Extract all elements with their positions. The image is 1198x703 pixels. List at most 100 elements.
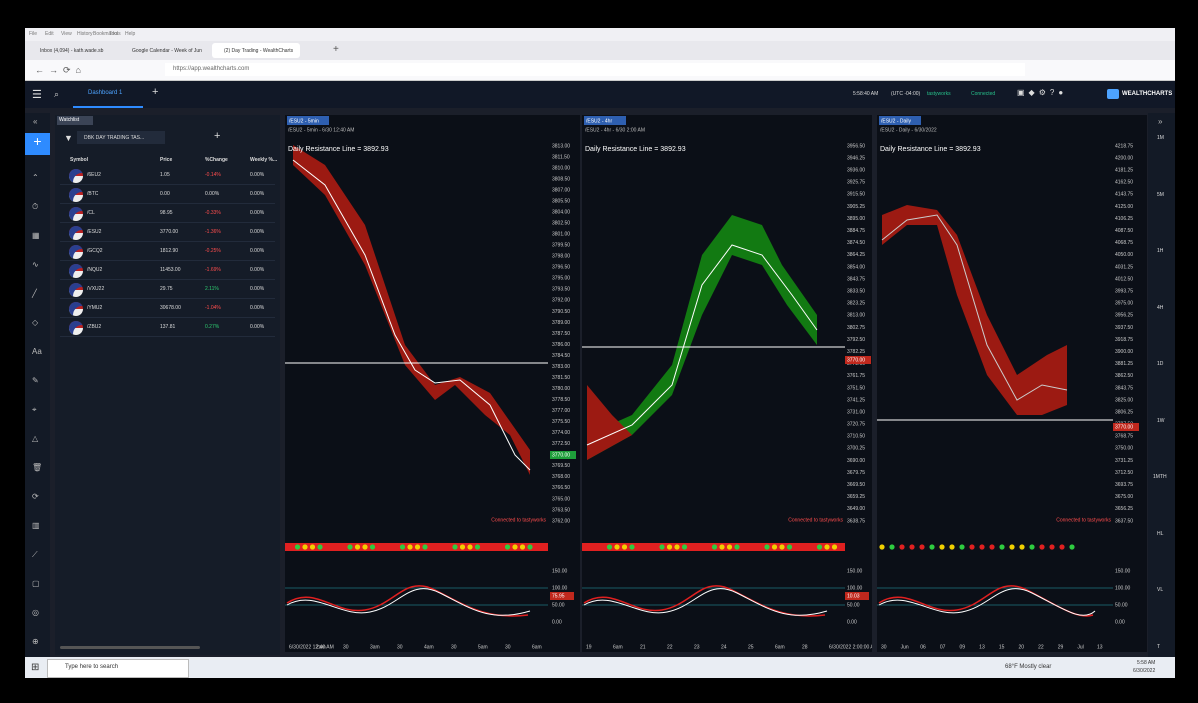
timeframe[interactable]: 1M xyxy=(1157,135,1164,141)
cell: -0.25% xyxy=(205,248,221,254)
menu-item[interactable]: Tools xyxy=(109,31,121,37)
indicator-dot xyxy=(287,544,293,550)
cell[interactable]: /ZBU2 xyxy=(87,324,102,330)
tool-icon[interactable]: ⏱ xyxy=(32,202,39,211)
watchlist-title[interactable]: Watchlist xyxy=(59,117,80,123)
menu-item[interactable]: Edit xyxy=(45,31,54,37)
menu-icon[interactable]: ☰ xyxy=(32,89,42,101)
nav-buttons[interactable]: ← → ⟳ ⌂ xyxy=(35,65,81,75)
price-label: 3956.25 xyxy=(1115,313,1133,319)
timeframe[interactable]: HL xyxy=(1157,530,1164,537)
price-label: 3751.50 xyxy=(847,385,865,391)
cell: 30678.00 xyxy=(160,305,181,311)
tool-icon[interactable]: ⊕ xyxy=(32,637,39,646)
indicator-dot xyxy=(384,544,391,550)
flag xyxy=(69,302,83,316)
timeframe[interactable]: 1W xyxy=(1157,417,1165,424)
browser-tab-title[interactable]: Inbox (4,094) - kath.wade.sb xyxy=(40,48,104,54)
menu-item[interactable]: Bookmarks xyxy=(93,31,119,37)
osc-white xyxy=(878,588,1096,616)
cell[interactable]: /ESU2 xyxy=(87,229,102,235)
tool-icon[interactable]: ▥ xyxy=(32,521,40,530)
browser-tab[interactable]: Google Calendar - Week of Jun xyxy=(120,43,208,58)
collapse[interactable]: « xyxy=(33,117,38,126)
tool-icon[interactable]: 🗑 xyxy=(32,463,43,472)
timeframe[interactable]: T xyxy=(1157,643,1161,650)
indicator-dot xyxy=(824,544,830,550)
tool-icon[interactable]: ◇ xyxy=(32,318,39,327)
search-box[interactable] xyxy=(47,659,189,678)
dashboard-tab[interactable] xyxy=(73,81,143,108)
indicator-dot xyxy=(979,544,985,550)
browser-tab-title[interactable]: (2) Day Trading - WealthCharts xyxy=(224,48,294,54)
indicator-dot xyxy=(497,544,503,550)
tool-icon[interactable]: ⟳ xyxy=(32,492,39,501)
tool-icon[interactable]: ╱ xyxy=(32,289,37,298)
dashboard-tab-label[interactable]: Dashboard 1 xyxy=(88,90,123,96)
menu-item[interactable]: Help xyxy=(125,31,136,37)
filter-icon[interactable]: ▼ xyxy=(64,133,73,143)
status: Connected xyxy=(971,91,996,97)
browser-tab[interactable]: (2) Day Trading - WealthCharts xyxy=(212,43,300,58)
tool-icon[interactable]: Aa xyxy=(32,347,42,356)
cell[interactable]: /VXU22 xyxy=(87,286,105,292)
tool-icon[interactable]: △ xyxy=(32,434,39,443)
search-placeholder[interactable]: Type here to search xyxy=(65,664,119,670)
indicator-dot xyxy=(779,544,785,550)
toolbar-icons[interactable]: ▣◆⚙?● xyxy=(1017,88,1068,97)
indicator-dot xyxy=(726,544,733,550)
new-tab[interactable]: + xyxy=(333,44,339,55)
indicator-dot xyxy=(816,544,823,550)
tool-icon[interactable]: ∿ xyxy=(32,260,39,269)
menu-item[interactable]: View xyxy=(61,31,72,37)
cell: 11453.00 xyxy=(160,267,181,273)
indicator-dot xyxy=(794,544,800,550)
add-button[interactable]: + xyxy=(25,133,50,155)
search-icon[interactable]: ⌕ xyxy=(54,89,60,99)
cell[interactable]: /NQU2 xyxy=(87,267,103,273)
indicator-dot xyxy=(704,544,710,550)
tool-icon[interactable]: ◎ xyxy=(32,608,39,617)
timeframe[interactable]: 1H xyxy=(1157,248,1164,254)
time-label: 13 xyxy=(979,644,985,650)
timeframe[interactable]: VL xyxy=(1157,587,1164,593)
add-symbol[interactable]: + xyxy=(214,130,221,142)
start-button[interactable]: ⊞ xyxy=(31,662,40,673)
timeframe[interactable]: 5M xyxy=(1157,191,1164,198)
watchlist-select[interactable] xyxy=(77,131,165,144)
menu-item[interactable]: History xyxy=(77,31,93,37)
url-box[interactable] xyxy=(165,63,1025,76)
osc-label: 50.00 xyxy=(847,602,860,608)
watchlist-tab[interactable] xyxy=(57,116,93,125)
cell: 2.11% xyxy=(205,286,219,292)
tool-icon[interactable]: ⌃ xyxy=(32,173,39,182)
timeframe[interactable]: 1MTH xyxy=(1153,474,1167,480)
collapse[interactable]: » xyxy=(1158,117,1163,126)
browser-tab-title[interactable]: Google Calendar - Week of Jun xyxy=(132,48,202,54)
flag xyxy=(69,321,83,335)
price-label: 3731.00 xyxy=(847,409,865,415)
browser-tab[interactable]: Inbox (4,094) - kath.wade.sb xyxy=(28,43,116,58)
cell[interactable]: /6EU2 xyxy=(87,172,101,178)
tool-icon[interactable]: ▢ xyxy=(32,579,40,588)
indicator-dot xyxy=(519,544,526,550)
add-tab[interactable]: + xyxy=(152,86,159,98)
tool-icon[interactable]: ⟋ xyxy=(32,550,38,559)
flag xyxy=(69,226,83,240)
watchlist-name[interactable]: DBK DAY TRADING TAS... xyxy=(84,135,145,141)
tool-icon[interactable]: ✎ xyxy=(32,376,39,385)
osc-label: 0.00 xyxy=(847,619,857,625)
cell[interactable]: /BTC xyxy=(87,191,99,197)
tool-icon[interactable]: ⌖ xyxy=(32,405,37,414)
cell[interactable]: /YMU2 xyxy=(87,305,103,311)
url[interactable]: https://app.wealthcharts.com xyxy=(173,66,250,72)
cell[interactable]: /CL xyxy=(87,210,95,216)
time-label: 6/30/2022 12:40 AM xyxy=(289,644,334,650)
menu-item[interactable]: File xyxy=(29,31,38,37)
timeframe[interactable]: 4H xyxy=(1157,304,1164,311)
timeframe[interactable]: 1D xyxy=(1157,361,1164,367)
tool-icon[interactable]: ▦ xyxy=(32,231,40,240)
price-label: 3802.50 xyxy=(552,221,570,227)
cell[interactable]: /GCQ2 xyxy=(87,248,103,254)
